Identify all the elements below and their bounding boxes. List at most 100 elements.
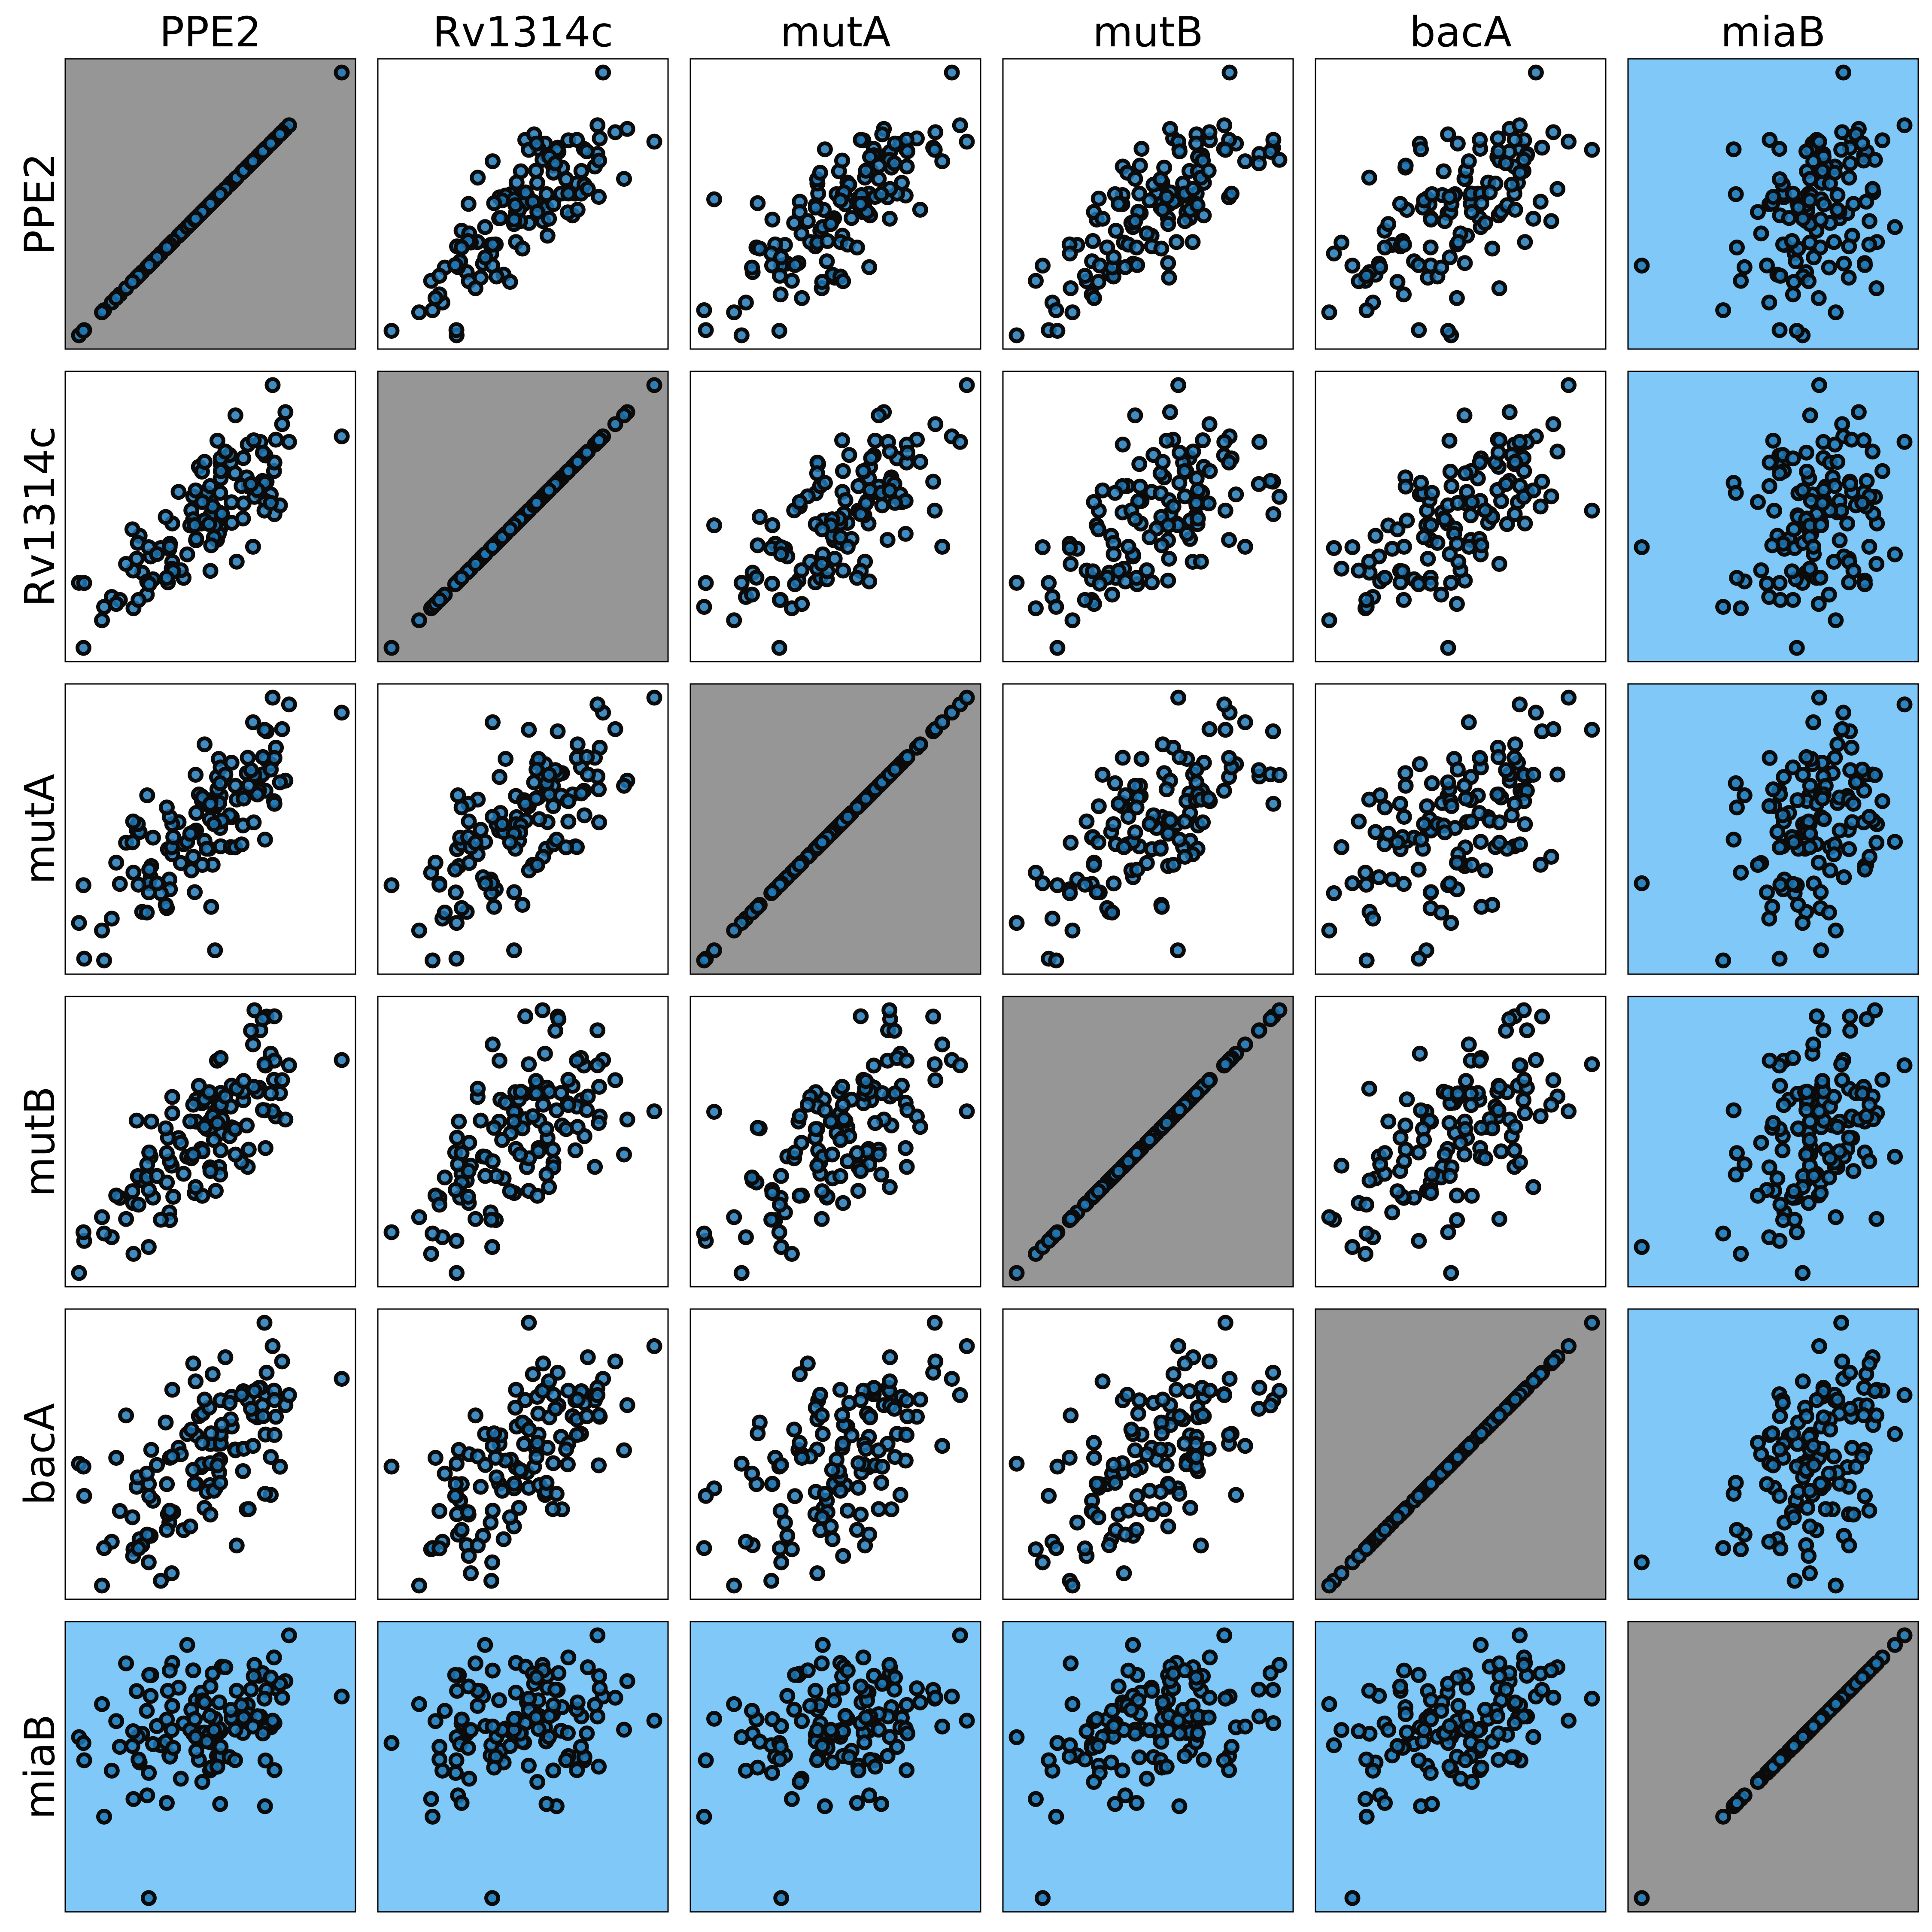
data-point xyxy=(1868,835,1885,851)
panel-frame xyxy=(64,1621,356,1913)
data-point xyxy=(201,1084,217,1100)
data-point xyxy=(1761,798,1777,814)
data-point xyxy=(808,199,824,216)
data-point xyxy=(832,1168,848,1184)
data-point xyxy=(453,570,470,586)
data-point xyxy=(824,1146,840,1163)
data-point xyxy=(1733,1541,1749,1558)
data-point xyxy=(1423,211,1439,228)
data-point xyxy=(1443,575,1459,591)
data-point xyxy=(1086,1435,1102,1451)
data-point xyxy=(202,796,219,812)
data-point xyxy=(1442,546,1458,562)
data-point xyxy=(1534,1682,1550,1698)
data-point xyxy=(698,1752,714,1768)
data-point xyxy=(160,1683,176,1699)
data-point xyxy=(862,149,878,165)
data-point xyxy=(449,1265,465,1281)
data-point xyxy=(1334,1157,1350,1174)
data-point xyxy=(1091,191,1107,207)
data-point xyxy=(616,407,632,423)
data-point xyxy=(1545,1353,1561,1370)
data-point xyxy=(103,911,120,927)
data-point xyxy=(809,1565,826,1581)
data-point xyxy=(1416,1722,1432,1738)
data-point xyxy=(235,495,252,512)
data-point xyxy=(173,855,189,871)
data-point xyxy=(1733,1246,1749,1262)
panel-bacA-vs-PPE2 xyxy=(64,1308,356,1600)
data-point xyxy=(835,273,851,289)
data-point xyxy=(425,302,440,318)
data-point xyxy=(1512,696,1528,713)
data-point xyxy=(1543,1097,1559,1113)
data-point xyxy=(799,1662,816,1679)
data-point xyxy=(1271,1002,1288,1018)
data-point xyxy=(1450,234,1467,250)
data-point xyxy=(187,517,203,533)
data-point xyxy=(1397,478,1414,495)
data-point xyxy=(139,1156,155,1173)
data-point xyxy=(1772,1540,1789,1556)
data-point xyxy=(1361,553,1377,570)
data-point xyxy=(1153,1734,1170,1750)
data-point xyxy=(194,1774,210,1790)
panel-miaB-vs-bacA xyxy=(1315,1621,1607,1913)
panel-Rv1314c-vs-PPE2 xyxy=(64,371,356,662)
data-point xyxy=(1443,478,1460,494)
data-point xyxy=(206,1132,222,1148)
data-point xyxy=(425,1225,440,1242)
data-point xyxy=(538,1121,554,1137)
data-point xyxy=(1528,64,1544,81)
data-point xyxy=(165,829,182,845)
data-point xyxy=(1490,1102,1507,1118)
data-point xyxy=(460,1163,477,1179)
data-point xyxy=(1062,540,1078,556)
data-point xyxy=(1795,1729,1811,1745)
data-point xyxy=(203,899,219,915)
data-point xyxy=(1498,762,1514,778)
data-point xyxy=(616,778,632,794)
data-point xyxy=(118,1211,134,1227)
data-point xyxy=(431,592,448,608)
data-point xyxy=(76,575,92,591)
data-point xyxy=(213,1050,229,1066)
data-point xyxy=(1854,495,1871,511)
data-point xyxy=(94,304,110,320)
data-point xyxy=(1202,1382,1218,1399)
data-point xyxy=(853,1392,869,1408)
data-point xyxy=(1833,1056,1850,1072)
data-point xyxy=(502,1183,518,1200)
data-point xyxy=(1896,1387,1913,1403)
data-point xyxy=(849,1522,865,1538)
data-point xyxy=(541,767,557,783)
data-point xyxy=(264,1713,281,1729)
data-point xyxy=(545,1501,561,1517)
data-point xyxy=(486,1120,502,1136)
data-point xyxy=(1799,1084,1815,1100)
data-point xyxy=(1736,259,1753,275)
data-point xyxy=(214,1417,230,1433)
data-point xyxy=(1090,1509,1106,1525)
data-point xyxy=(1761,478,1777,494)
data-point xyxy=(1028,865,1044,881)
data-point xyxy=(1142,192,1158,209)
data-point xyxy=(1090,834,1106,851)
data-point xyxy=(1473,1637,1489,1653)
data-point xyxy=(1813,517,1829,533)
data-point xyxy=(802,1698,818,1714)
data-point xyxy=(1152,841,1169,857)
data-point xyxy=(927,1056,943,1072)
data-point xyxy=(1491,1407,1507,1424)
data-point xyxy=(1265,1364,1281,1381)
panel-Rv1314c-vs-mutA xyxy=(690,371,981,662)
data-point xyxy=(227,1146,243,1163)
data-point xyxy=(912,736,928,753)
data-point xyxy=(787,257,803,273)
data-point xyxy=(1806,1168,1822,1184)
data-point xyxy=(1507,1391,1523,1408)
data-point xyxy=(1200,790,1217,807)
data-point xyxy=(431,877,448,893)
data-point xyxy=(792,1366,808,1382)
data-point xyxy=(477,249,493,265)
